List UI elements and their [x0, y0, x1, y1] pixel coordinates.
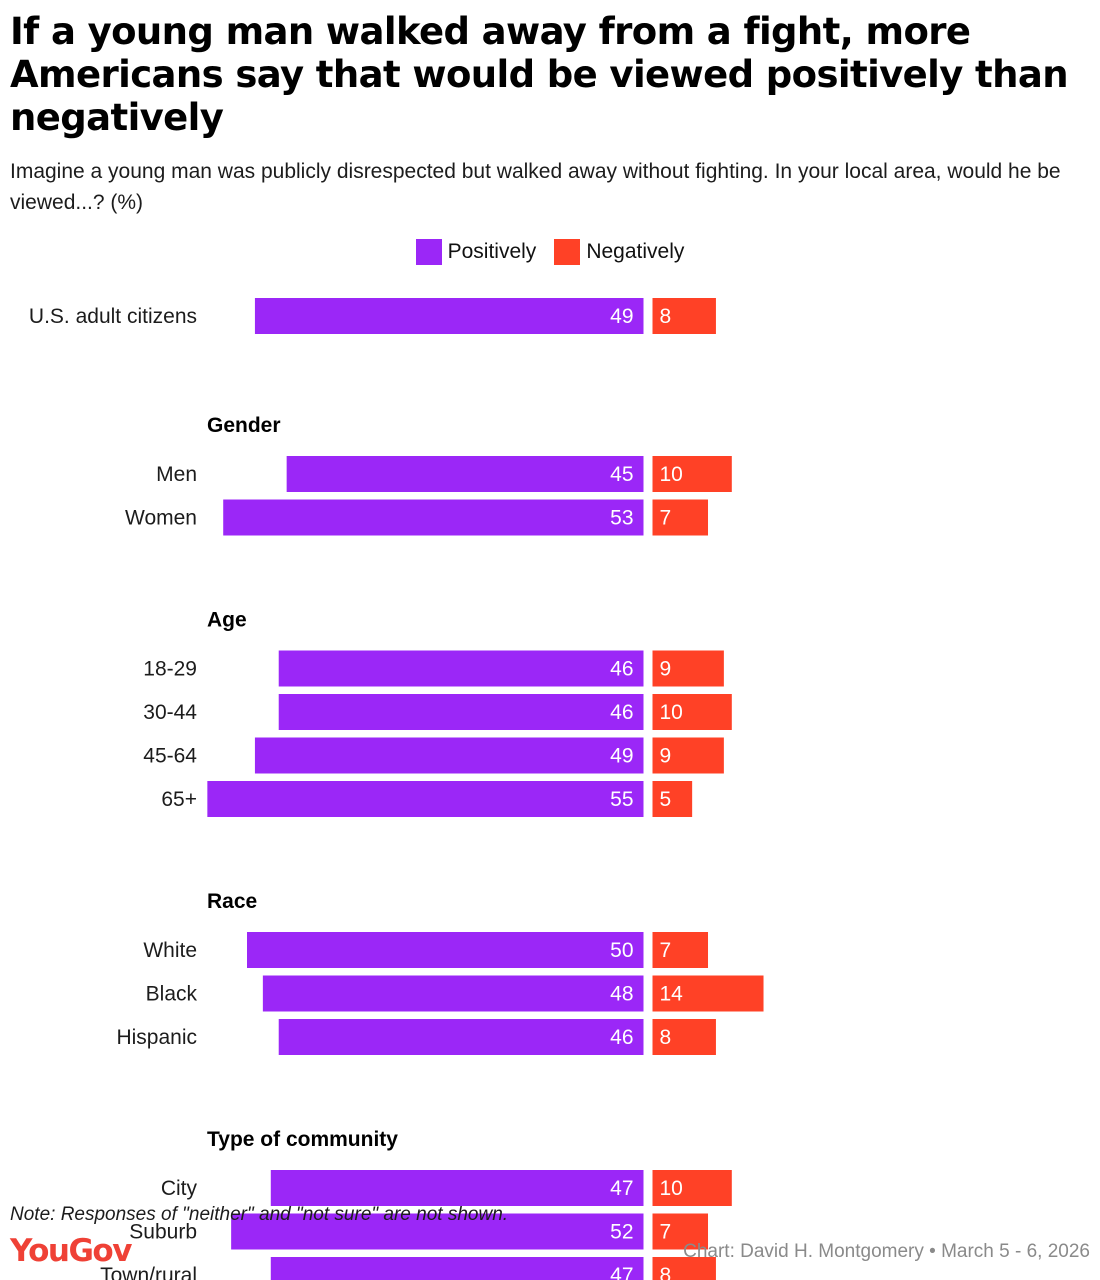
bar-positive-town-rural	[270, 1257, 644, 1280]
row-label-u-s-adult-citizens: U.S. adult citizens	[29, 305, 197, 328]
legend-label-negative: Negatively	[586, 240, 685, 263]
value-positive-18-29: 46	[610, 658, 633, 681]
value-positive-30-44: 46	[610, 701, 633, 724]
row-label-suburb: Suburb	[129, 1221, 197, 1244]
value-positive-black: 48	[610, 983, 633, 1006]
value-positive-white: 50	[610, 939, 633, 962]
value-negative-suburb: 7	[660, 1221, 672, 1244]
bar-positive-women	[223, 499, 644, 536]
group-title-age: Age	[207, 609, 247, 632]
bar-negative-town-rural	[652, 1257, 716, 1280]
diverging-bar-chart: U.S. adult citizens 49 8 Gender Men 45 10 Women…	[29, 298, 764, 1280]
value-negative-city: 10	[660, 1177, 683, 1200]
bar-positive-30-44	[278, 694, 644, 730]
group-title-gender: Gender	[207, 414, 281, 437]
legend-item-positive: Positively	[415, 239, 537, 265]
row-label-white: White	[143, 939, 197, 962]
bar-positive-u-s-adult-citizens	[254, 298, 644, 334]
value-positive-city: 47	[610, 1177, 633, 1200]
value-positive-men: 45	[610, 463, 633, 486]
row-label-hispanic: Hispanic	[116, 1026, 197, 1049]
bar-negative-45-64	[652, 737, 724, 774]
bar-positive-65	[207, 781, 644, 817]
value-positive-65: 55	[610, 788, 633, 811]
row-label-65: 65+	[161, 788, 197, 811]
value-negative-men: 10	[660, 463, 683, 486]
value-negative-65: 5	[660, 788, 672, 811]
bar-negative-city	[652, 1170, 732, 1206]
bar-negative-hispanic	[652, 1019, 716, 1055]
legend-label-positive: Positively	[447, 240, 537, 263]
value-positive-hispanic: 46	[610, 1026, 633, 1049]
bar-negative-65	[652, 781, 693, 817]
bar-negative-black	[652, 975, 764, 1012]
value-negative-town-rural: 8	[660, 1264, 672, 1280]
chart-subtitle: Imagine a young man was publicly disresp…	[10, 160, 1061, 214]
group-title-race: Race	[207, 890, 257, 913]
value-negative-30-44: 10	[660, 701, 683, 724]
value-positive-u-s-adult-citizens: 49	[610, 305, 633, 328]
row-label-30-44: 30-44	[143, 701, 197, 724]
footnote: Note: Responses of "neither" and "not su…	[10, 1204, 509, 1225]
bar-negative-u-s-adult-citizens	[652, 298, 716, 334]
bar-negative-30-44	[652, 694, 732, 730]
value-negative-18-29: 9	[660, 658, 672, 681]
row-label-women: Women	[125, 507, 197, 530]
bar-positive-suburb	[231, 1213, 644, 1250]
chart-title: If a young man walked away from a fight,…	[10, 10, 1069, 139]
bar-positive-black	[262, 975, 644, 1012]
legend: Positively Negatively	[0, 236, 1100, 268]
value-positive-town-rural: 47	[610, 1264, 633, 1280]
value-negative-black: 14	[660, 983, 684, 1006]
bar-negative-men	[652, 456, 732, 492]
value-negative-u-s-adult-citizens: 8	[660, 305, 672, 328]
row-label-black: Black	[146, 983, 198, 1006]
bar-positive-hispanic	[278, 1019, 644, 1055]
row-label-18-29: 18-29	[143, 658, 197, 681]
bar-positive-45-64	[254, 737, 644, 774]
value-positive-suburb: 52	[610, 1221, 633, 1244]
row-label-45-64: 45-64	[143, 745, 197, 768]
bar-negative-18-29	[652, 650, 724, 687]
bar-positive-white	[247, 932, 644, 968]
value-positive-45-64: 49	[610, 745, 633, 768]
row-label-men: Men	[156, 463, 197, 486]
row-label-city: City	[161, 1177, 198, 1200]
legend-swatch-negative	[554, 239, 581, 265]
chart-credit: Chart: David H. Montgomery • March 5 - 6…	[683, 1241, 1090, 1262]
bar-positive-city	[270, 1170, 644, 1206]
group-title-type-of-community: Type of community	[207, 1128, 398, 1151]
bar-positive-18-29	[278, 650, 644, 687]
bar-positive-men	[286, 456, 644, 492]
value-negative-white: 7	[660, 939, 672, 962]
value-negative-hispanic: 8	[660, 1026, 672, 1049]
value-negative-45-64: 9	[660, 745, 672, 768]
yougov-logo: YouGov	[10, 1233, 132, 1269]
value-negative-women: 7	[660, 507, 672, 530]
bar-negative-women	[652, 499, 709, 536]
legend-swatch-positive	[415, 239, 442, 265]
bar-negative-suburb	[652, 1213, 709, 1250]
row-label-town-rural: Town/rural	[100, 1264, 197, 1280]
value-positive-women: 53	[610, 507, 633, 530]
bar-negative-white	[652, 932, 709, 968]
legend-item-negative: Negatively	[554, 239, 684, 265]
